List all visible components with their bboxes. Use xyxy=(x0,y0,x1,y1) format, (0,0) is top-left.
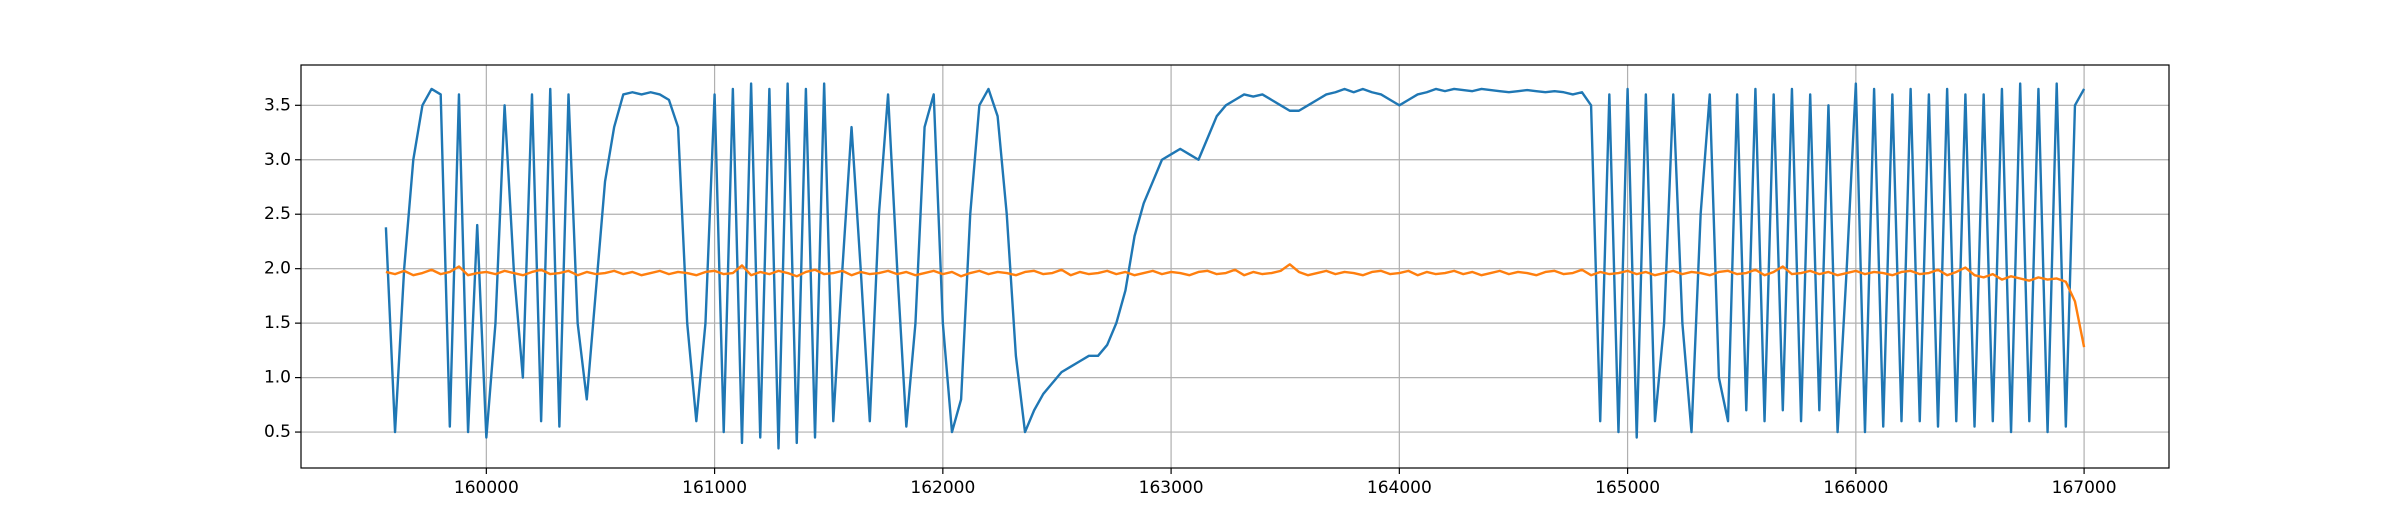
x-tick-label: 165000 xyxy=(1595,478,1660,498)
x-tick-label: 167000 xyxy=(2052,478,2117,498)
x-tick-label: 166000 xyxy=(1823,478,1888,498)
y-tick-label: 3.5 xyxy=(264,95,291,115)
y-tick-label: 2.0 xyxy=(264,259,291,279)
x-tick-label: 163000 xyxy=(1139,478,1204,498)
y-tick-label: 3.0 xyxy=(264,150,291,170)
y-tick-label: 1.0 xyxy=(264,368,291,388)
y-tick-label: 0.5 xyxy=(264,422,291,442)
x-tick-label: 162000 xyxy=(910,478,975,498)
y-tick-label: 2.5 xyxy=(264,204,291,224)
x-tick-label: 160000 xyxy=(454,478,519,498)
series-line xyxy=(385,263,2086,348)
x-tick-label: 164000 xyxy=(1367,478,1432,498)
x-tick-label: 161000 xyxy=(682,478,747,498)
series-line xyxy=(384,82,2086,450)
plot-frame xyxy=(300,64,2170,469)
y-tick-label: 1.5 xyxy=(264,313,291,333)
